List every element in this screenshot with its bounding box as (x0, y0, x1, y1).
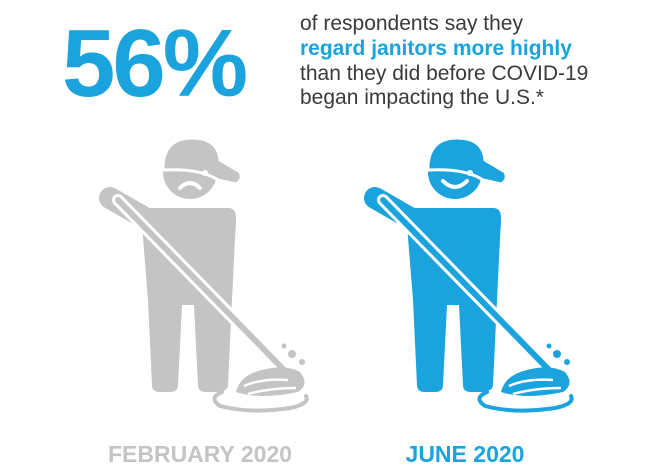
figure-label: JUNE 2020 (406, 441, 525, 467)
headline-line: than they did before COVID-19 (300, 62, 588, 85)
mop-handle (380, 197, 554, 375)
headline-line: of respondents say they (300, 12, 523, 35)
drop (564, 359, 570, 365)
headline-stat: 56% (62, 10, 246, 117)
headline-highlight: regard janitors more highly (300, 37, 572, 60)
janitor-figure: JUNE 2020 (364, 136, 574, 467)
mop-head (501, 367, 570, 396)
eye (202, 170, 208, 176)
figures: FEBRUARY 2020 JUNE 2020 (99, 136, 574, 467)
drop (281, 343, 287, 349)
suds (477, 390, 574, 413)
drop (546, 343, 552, 349)
mop-strands (508, 378, 562, 396)
headline-line: began impacting the U.S.* (300, 86, 544, 109)
eye (467, 170, 473, 176)
frown (178, 181, 202, 190)
mop-strands (243, 378, 297, 396)
mop-handle (115, 197, 289, 375)
janitor-figure: FEBRUARY 2020 (99, 136, 309, 467)
drop (288, 350, 296, 358)
suds (212, 390, 309, 413)
figure-label: FEBRUARY 2020 (108, 441, 292, 467)
smile (441, 179, 469, 189)
mop-head (236, 367, 305, 396)
drop (553, 350, 561, 358)
drop (299, 359, 305, 365)
